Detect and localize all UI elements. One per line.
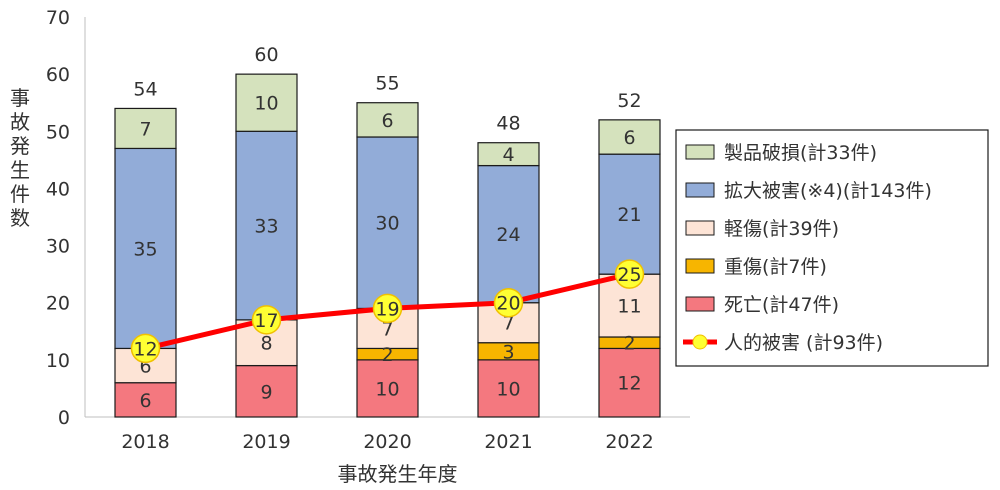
total-value-label: 52 <box>617 90 641 112</box>
segment-value-label: 30 <box>375 213 399 235</box>
legend-label: 重傷(計7件) <box>724 256 827 278</box>
segment-value-label: 33 <box>254 216 278 238</box>
human-damage-line: 12 17 19 20 25 <box>130 259 645 364</box>
y-tick-label: 60 <box>46 64 70 86</box>
segment-value-label: 9 <box>260 381 272 403</box>
legend-swatch <box>685 258 715 274</box>
segment-value-label: 6 <box>139 390 151 412</box>
x-tick-label: 2021 <box>484 431 532 453</box>
segment-value-label: 10 <box>375 378 399 400</box>
legend-label: 拡大被害(※4)(計143件) <box>724 180 932 202</box>
line-marker <box>372 293 403 324</box>
segment-value-label: 4 <box>502 144 514 166</box>
segment-value-label: 7 <box>502 313 514 335</box>
line-marker-label: 19 <box>375 298 399 320</box>
y-tick-label: 30 <box>46 236 70 258</box>
bars <box>114 73 661 418</box>
y-tick-label: 50 <box>46 121 70 143</box>
total-value-label: 54 <box>133 78 157 100</box>
segment-value-label: 35 <box>133 238 157 260</box>
line-marker <box>614 259 645 289</box>
legend-label: 死亡(計47件) <box>724 294 839 316</box>
bar-segment <box>477 142 540 167</box>
segment-value-label: 8 <box>260 333 272 355</box>
y-tick-label: 70 <box>46 7 70 29</box>
segment-value-label: 11 <box>617 296 641 318</box>
segment-value-label: 6 <box>381 110 393 132</box>
bar-segment <box>356 136 419 310</box>
y-tick-label: 0 <box>58 407 70 429</box>
y-axis-title: 事故発生件数 <box>10 86 30 230</box>
legend-label: 軽傷(計39件) <box>724 218 839 240</box>
legend-box <box>675 129 989 367</box>
segment-value-label: 6 <box>623 127 635 149</box>
segment-value-label: 3 <box>502 341 514 363</box>
bar-segment <box>114 107 177 150</box>
bar-segment <box>235 364 298 418</box>
segment-value-label: 12 <box>617 373 641 395</box>
bar-segment <box>235 73 298 132</box>
bar-segment <box>356 359 419 418</box>
y-tick-label: 20 <box>46 293 70 315</box>
bar-segment <box>598 347 661 418</box>
y-tick-label: 40 <box>46 178 70 200</box>
total-value-label: 60 <box>254 44 278 66</box>
x-tick-label: 2019 <box>242 431 290 453</box>
legend-label: 製品破損(計33件) <box>724 142 877 164</box>
segment-value-label: 7 <box>139 118 151 140</box>
segment-value-label: 10 <box>254 93 278 115</box>
line-marker <box>130 333 161 364</box>
y-tick-label: 10 <box>46 350 70 372</box>
total-value-label: 55 <box>375 73 399 95</box>
legend-swatch <box>685 296 715 312</box>
line-marker-label: 20 <box>496 293 520 315</box>
legend-label: 人的被害 (計93件) <box>724 332 883 354</box>
line-marker <box>251 305 282 335</box>
segment-value-label: 7 <box>381 318 393 340</box>
bar-segment <box>598 153 661 275</box>
segment-value-label: 10 <box>496 378 520 400</box>
legend-swatch <box>685 182 715 198</box>
x-axis-title: 事故発生年度 <box>338 462 458 486</box>
line-marker-label: 17 <box>254 310 278 332</box>
total-value-label: 48 <box>496 113 520 135</box>
line-marker <box>493 287 524 318</box>
x-tick-label: 2022 <box>605 431 653 453</box>
bar-segment <box>114 382 177 418</box>
segment-value-label: 2 <box>381 344 393 366</box>
bar-segment <box>235 130 298 321</box>
bar-segment <box>477 359 540 418</box>
segment-value-label: 24 <box>496 224 520 246</box>
legend-swatch <box>685 220 715 236</box>
line-marker-label: 25 <box>617 264 641 286</box>
segment-value-label: 2 <box>623 333 635 355</box>
x-tick-label: 2020 <box>363 431 411 453</box>
segment-value-label: 21 <box>617 204 641 226</box>
x-tick-label: 2018 <box>121 431 169 453</box>
line-marker-label: 12 <box>133 338 157 360</box>
bar-segment <box>598 119 661 155</box>
bar-segment <box>114 147 177 350</box>
total-labels: 54 60 55 48 52 <box>133 44 641 135</box>
legend-line-marker <box>692 334 708 350</box>
bar-segment <box>356 102 419 138</box>
legend-swatch <box>685 144 715 160</box>
legend: 製品破損(計33件) 拡大被害(※4)(計143件) 軽傷(計39件) 重傷(計7件)… <box>675 129 989 367</box>
